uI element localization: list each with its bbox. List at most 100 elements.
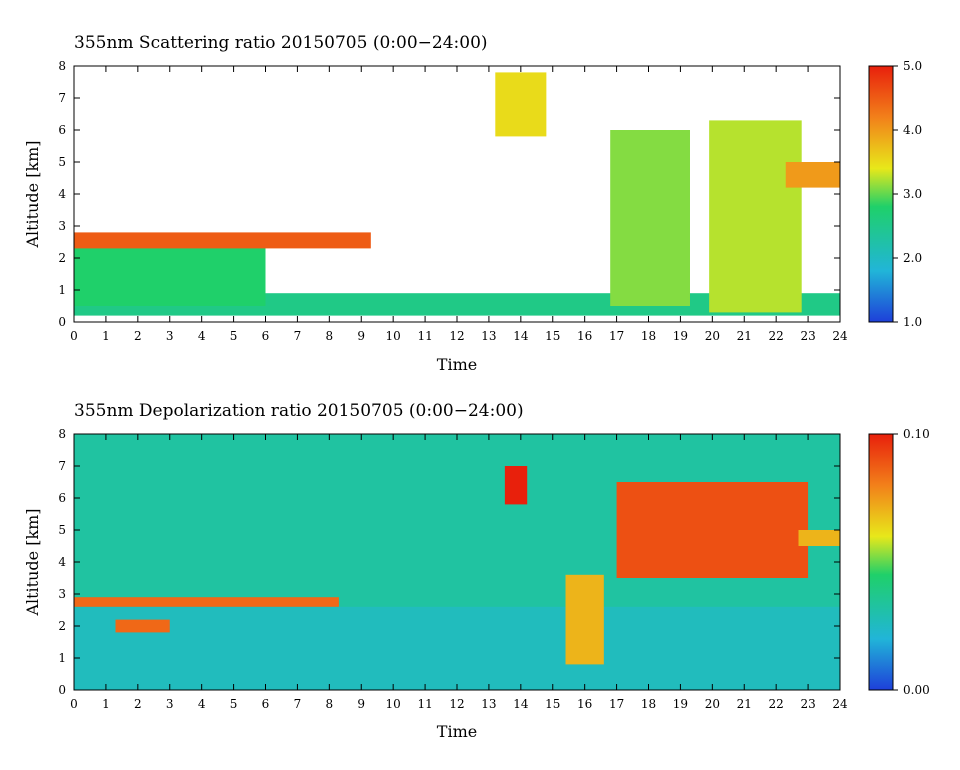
colorbar-tick-label: 2.0 (903, 251, 922, 265)
heatmap-depolarization (74, 434, 840, 690)
panel-depolarization: 355nm Depolarization ratio 20150705 (0:0… (23, 401, 930, 741)
x-tick-label: 1 (102, 329, 110, 343)
heatmap-feature (74, 232, 371, 249)
x-tick-label: 14 (513, 329, 529, 343)
x-tick-label: 8 (326, 329, 334, 343)
chart-title-scattering: 355nm Scattering ratio 20150705 (0:00−24… (74, 33, 488, 53)
y-tick-label: 7 (58, 91, 66, 105)
ticks-depolarization: 0 1 2 3 4 5 6 7 8 9 10 11 12 13 14 15 16 17 18 19 20 21 22 23 24… (58, 427, 848, 711)
x-tick-label: 17 (609, 697, 624, 711)
x-tick-label: 11 (417, 329, 432, 343)
x-tick-label: 2 (134, 329, 142, 343)
colorbar-tick-label: 1.0 (903, 315, 922, 329)
y-tick-label: 8 (58, 427, 66, 441)
x-tick-label: 22 (769, 697, 784, 711)
x-tick-label: 5 (230, 697, 238, 711)
x-tick-label: 21 (737, 329, 752, 343)
x-tick-label: 10 (386, 697, 401, 711)
x-tick-label: 15 (545, 697, 560, 711)
x-tick-label: 4 (198, 697, 206, 711)
heatmap-feature (74, 606, 840, 690)
x-tick-label: 10 (386, 329, 401, 343)
y-tick-label: 3 (58, 587, 66, 601)
colorbar-tick-label: 4.0 (903, 123, 922, 137)
y-tick-label: 6 (58, 123, 66, 137)
x-tick-label: 0 (70, 697, 78, 711)
x-tick-label: 24 (832, 329, 848, 343)
x-tick-label: 19 (673, 697, 688, 711)
heatmap-feature (115, 619, 170, 633)
heatmap-feature (785, 162, 840, 188)
colorbar-tick-label: 0.10 (903, 427, 930, 441)
x-tick-label: 13 (481, 329, 496, 343)
heatmap-scattering (74, 72, 840, 316)
heatmap-feature (610, 130, 690, 306)
heatmap-feature (495, 72, 547, 137)
x-tick-label: 7 (294, 697, 302, 711)
x-tick-label: 7 (294, 329, 302, 343)
x-tick-label: 18 (641, 697, 656, 711)
x-tick-label: 9 (357, 329, 365, 343)
x-tick-label: 23 (800, 697, 815, 711)
colorbar-scattering (868, 65, 894, 323)
x-tick-label: 6 (262, 697, 270, 711)
y-axis-label-scattering: Altitude [km] (23, 140, 42, 248)
x-tick-label: 0 (70, 329, 78, 343)
y-tick-label: 5 (58, 523, 66, 537)
x-tick-label: 12 (449, 329, 464, 343)
heatmap-feature (616, 482, 809, 578)
x-tick-label: 3 (166, 329, 174, 343)
x-tick-label: 20 (705, 697, 720, 711)
x-tick-label: 23 (800, 329, 815, 343)
x-tick-label: 13 (481, 697, 496, 711)
x-tick-label: 2 (134, 697, 142, 711)
y-tick-label: 3 (58, 219, 66, 233)
x-tick-label: 21 (737, 697, 752, 711)
y-tick-label: 1 (58, 651, 66, 665)
panel-scattering: 355nm Scattering ratio 20150705 (0:00−24… (23, 33, 922, 374)
x-tick-label: 20 (705, 329, 720, 343)
x-tick-label: 16 (577, 329, 592, 343)
y-tick-label: 2 (58, 619, 66, 633)
x-tick-label: 3 (166, 697, 174, 711)
colorbar-ticks-scattering: 1.0 2.0 3.0 4.0 5.0 (893, 59, 922, 329)
y-tick-label: 0 (58, 315, 66, 329)
x-axis-label-depolarization: Time (437, 722, 477, 741)
x-tick-label: 12 (449, 697, 464, 711)
heatmap-feature (74, 238, 266, 306)
x-tick-label: 18 (641, 329, 656, 343)
x-tick-label: 6 (262, 329, 270, 343)
heatmap-feature (504, 466, 528, 505)
y-tick-label: 6 (58, 491, 66, 505)
colorbar-tick-label: 0.00 (903, 683, 930, 697)
y-tick-label: 7 (58, 459, 66, 473)
heatmap-feature (565, 574, 604, 665)
y-axis-label-depolarization: Altitude [km] (23, 508, 42, 616)
x-tick-label: 19 (673, 329, 688, 343)
y-tick-label: 1 (58, 283, 66, 297)
ticks-scattering: 0 1 2 3 4 5 6 7 8 9 10 11 12 13 14 15 16 17 18 19 20 21 22 23 24… (58, 59, 848, 343)
y-tick-label: 2 (58, 251, 66, 265)
y-tick-label: 4 (58, 555, 66, 569)
heatmap-feature (709, 120, 802, 313)
x-tick-label: 22 (769, 329, 784, 343)
x-tick-label: 14 (513, 697, 529, 711)
x-axis-label-scattering: Time (437, 355, 477, 374)
x-tick-label: 24 (832, 697, 848, 711)
x-tick-label: 16 (577, 697, 592, 711)
x-tick-label: 5 (230, 329, 238, 343)
colorbar-ticks-depolarization: 0.00 0.10 (893, 427, 930, 697)
colorbar-tick-label: 3.0 (903, 187, 922, 201)
x-tick-label: 8 (326, 697, 334, 711)
y-tick-label: 8 (58, 59, 66, 73)
x-tick-label: 9 (357, 697, 365, 711)
heatmap-feature (798, 530, 840, 546)
x-tick-label: 15 (545, 329, 560, 343)
y-tick-label: 5 (58, 155, 66, 169)
x-tick-label: 17 (609, 329, 624, 343)
colorbar-depolarization (868, 433, 894, 691)
colorbar-tick-label: 5.0 (903, 59, 922, 73)
x-tick-label: 1 (102, 697, 110, 711)
chart-title-depolarization: 355nm Depolarization ratio 20150705 (0:0… (74, 401, 524, 421)
